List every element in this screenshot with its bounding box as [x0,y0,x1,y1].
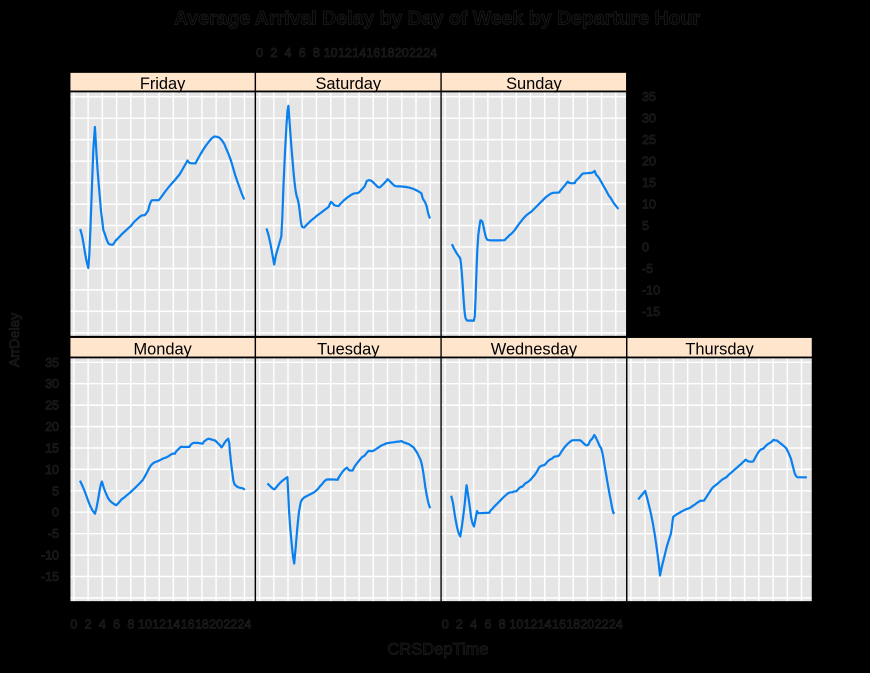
svg-text:Tuesday: Tuesday [317,340,380,358]
svg-text:8: 8 [127,618,134,632]
svg-text:-5: -5 [48,527,59,541]
svg-text:ArrDelay: ArrDelay [6,313,22,367]
svg-text:6: 6 [299,46,306,60]
svg-text:Monday: Monday [133,340,192,358]
svg-text:25: 25 [642,133,656,147]
svg-text:18: 18 [566,618,580,632]
svg-text:35: 35 [642,90,656,104]
svg-text:20: 20 [395,46,409,60]
svg-text:6: 6 [484,618,491,632]
svg-text:0: 0 [642,241,649,255]
svg-text:0: 0 [52,506,59,520]
svg-text:15: 15 [642,176,656,190]
svg-text:10: 10 [45,463,59,477]
svg-text:5: 5 [52,484,59,498]
svg-text:2: 2 [85,618,92,632]
svg-text:12: 12 [152,618,166,632]
svg-text:22: 22 [595,618,609,632]
svg-text:24: 24 [423,46,437,60]
svg-text:25: 25 [45,399,59,413]
svg-text:20: 20 [642,155,656,169]
svg-text:Wednesday: Wednesday [491,340,578,358]
svg-text:4: 4 [99,618,106,632]
svg-text:22: 22 [409,46,423,60]
svg-text:14: 14 [538,618,552,632]
svg-text:20: 20 [45,420,59,434]
svg-text:10: 10 [138,618,152,632]
svg-text:0: 0 [442,618,449,632]
svg-text:20: 20 [580,618,594,632]
svg-text:8: 8 [499,618,506,632]
svg-text:30: 30 [642,112,656,126]
svg-text:10: 10 [509,618,523,632]
svg-text:-15: -15 [642,305,660,319]
svg-text:Thursday: Thursday [685,340,754,358]
svg-text:20: 20 [209,618,223,632]
svg-text:Average Arrival Delay by Day o: Average Arrival Delay by Day of Week by … [174,8,700,30]
svg-text:35: 35 [45,356,59,370]
svg-text:0: 0 [256,46,263,60]
svg-text:16: 16 [552,618,566,632]
svg-text:-15: -15 [41,570,59,584]
svg-text:Saturday: Saturday [315,75,381,93]
svg-text:0: 0 [70,618,77,632]
svg-text:24: 24 [238,618,252,632]
svg-text:16: 16 [366,46,380,60]
svg-text:-10: -10 [642,283,660,297]
svg-text:4: 4 [285,46,292,60]
svg-text:30: 30 [45,377,59,391]
svg-text:-10: -10 [41,549,59,563]
svg-text:Sunday: Sunday [506,75,562,93]
svg-text:-5: -5 [642,262,653,276]
svg-text:18: 18 [381,46,395,60]
svg-text:14: 14 [352,46,366,60]
svg-text:2: 2 [270,46,277,60]
svg-text:8: 8 [313,46,320,60]
svg-text:10: 10 [642,198,656,212]
svg-text:5: 5 [642,219,649,233]
svg-text:12: 12 [338,46,352,60]
svg-text:Friday: Friday [140,75,186,93]
svg-text:2: 2 [456,618,463,632]
svg-text:CRSDepTime: CRSDepTime [387,641,488,659]
svg-text:15: 15 [45,442,59,456]
svg-text:18: 18 [195,618,209,632]
svg-text:24: 24 [609,618,623,632]
svg-text:12: 12 [524,618,538,632]
svg-text:16: 16 [181,618,195,632]
svg-text:22: 22 [223,618,237,632]
svg-text:6: 6 [113,618,120,632]
svg-text:14: 14 [166,618,180,632]
svg-text:10: 10 [324,46,338,60]
svg-text:4: 4 [470,618,477,632]
